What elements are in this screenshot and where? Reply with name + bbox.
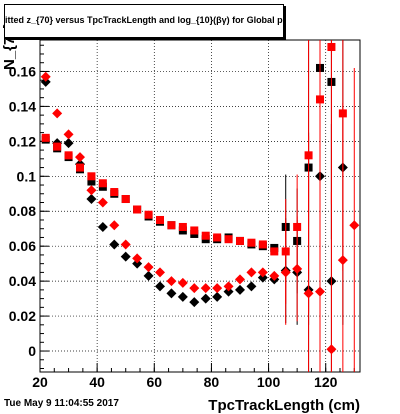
y-tick-label: 0.06 — [9, 238, 36, 254]
y-tick-label: 0.16 — [9, 63, 36, 79]
x-tick-label: 80 — [204, 374, 220, 390]
y-tick-label: 0.04 — [9, 273, 36, 289]
data-point-square — [133, 205, 142, 214]
data-point-diamond — [75, 152, 85, 163]
data-point-diamond — [155, 281, 165, 292]
y-tick-label: 0.14 — [9, 98, 36, 114]
data-point-square — [110, 188, 119, 197]
data-point-diamond — [200, 293, 211, 304]
data-point-diamond — [155, 267, 165, 278]
data-point-diamond — [120, 239, 131, 250]
data-point-square — [53, 142, 62, 151]
data-point-diamond — [315, 286, 325, 297]
data-point-square — [258, 240, 267, 249]
plot-frame — [39, 39, 361, 373]
data-point-diamond — [120, 251, 131, 262]
data-point-diamond — [200, 283, 211, 294]
y-tick-label: 0 — [28, 343, 36, 359]
y-tick-label: 0.08 — [9, 203, 36, 219]
data-point-diamond — [109, 239, 120, 250]
data-point-diamond — [235, 284, 245, 295]
data-point-square — [224, 235, 233, 244]
data-point-square — [64, 151, 73, 160]
data-point-square — [327, 42, 336, 51]
data-point-diamond — [97, 221, 108, 232]
data-point-diamond — [280, 267, 291, 278]
data-point-diamond — [189, 297, 200, 308]
data-point-diamond — [143, 262, 154, 273]
data-point-diamond — [269, 270, 280, 281]
timestamp-label: Tue May 9 11:04:55 2017 — [4, 398, 119, 409]
data-point-square — [316, 95, 324, 104]
data-point-diamond — [86, 194, 97, 205]
x-axis-title: TpcTrackLength (cm) — [208, 397, 360, 414]
data-point-diamond — [97, 197, 108, 208]
data-point-diamond — [143, 270, 154, 281]
y-tick-label: 0.1 — [17, 168, 37, 184]
data-point-diamond — [292, 263, 303, 274]
data-point-square — [156, 215, 164, 224]
data-point-diamond — [326, 344, 337, 355]
data-point-diamond — [166, 288, 177, 299]
data-point-diamond — [235, 274, 245, 285]
data-point-square — [98, 179, 107, 188]
data-point-diamond — [246, 267, 257, 278]
chart-title: itted z_{70} versus TpcTrackLength and l… — [5, 15, 285, 25]
data-point-square — [178, 222, 187, 231]
data-point-diamond — [257, 267, 268, 278]
data-point-diamond — [212, 291, 223, 302]
data-point-diamond — [257, 272, 268, 283]
data-point-diamond — [63, 129, 74, 140]
data-point-square — [144, 210, 153, 219]
data-point-square — [213, 233, 222, 242]
y-tick-label: 0.02 — [9, 308, 36, 324]
data-point-square — [167, 221, 176, 230]
x-tick-label: 40 — [89, 374, 105, 390]
data-point-diamond — [40, 71, 51, 82]
data-point-square — [190, 226, 199, 235]
data-point-square — [87, 172, 96, 181]
data-point-square — [76, 163, 84, 172]
data-point-square — [87, 177, 96, 186]
data-point-square — [236, 236, 244, 245]
data-point-square — [121, 195, 130, 204]
x-tick-label: 20 — [32, 374, 48, 390]
data-point-diamond — [132, 253, 143, 264]
data-point-square — [201, 231, 210, 240]
data-point-diamond — [337, 255, 348, 266]
data-point-diamond — [109, 220, 120, 231]
data-point-diamond — [86, 185, 97, 196]
data-point-diamond — [212, 283, 223, 294]
data-point-diamond — [63, 138, 74, 149]
x-tick-label: 100 — [257, 374, 281, 390]
data-point-diamond — [223, 286, 234, 297]
x-tick-label: 120 — [314, 374, 338, 390]
data-point-diamond — [246, 281, 257, 292]
chart-title-box: itted z_{70} versus TpcTrackLength and l… — [4, 4, 285, 38]
x-tick-label: 60 — [146, 374, 162, 390]
data-point-diamond — [189, 283, 200, 294]
y-tick-label: 0.12 — [9, 133, 36, 149]
data-point-square — [41, 133, 50, 142]
data-point-diamond — [40, 76, 51, 87]
data-point-diamond — [132, 258, 143, 269]
data-point-diamond — [349, 220, 360, 231]
data-point-diamond — [52, 108, 63, 119]
data-point-diamond — [303, 288, 314, 299]
data-point-square — [247, 238, 256, 247]
data-point-diamond — [177, 291, 188, 302]
data-point-square — [270, 247, 279, 256]
data-point-diamond — [177, 277, 188, 288]
data-point-diamond — [166, 276, 177, 287]
data-point-diamond — [223, 281, 234, 292]
